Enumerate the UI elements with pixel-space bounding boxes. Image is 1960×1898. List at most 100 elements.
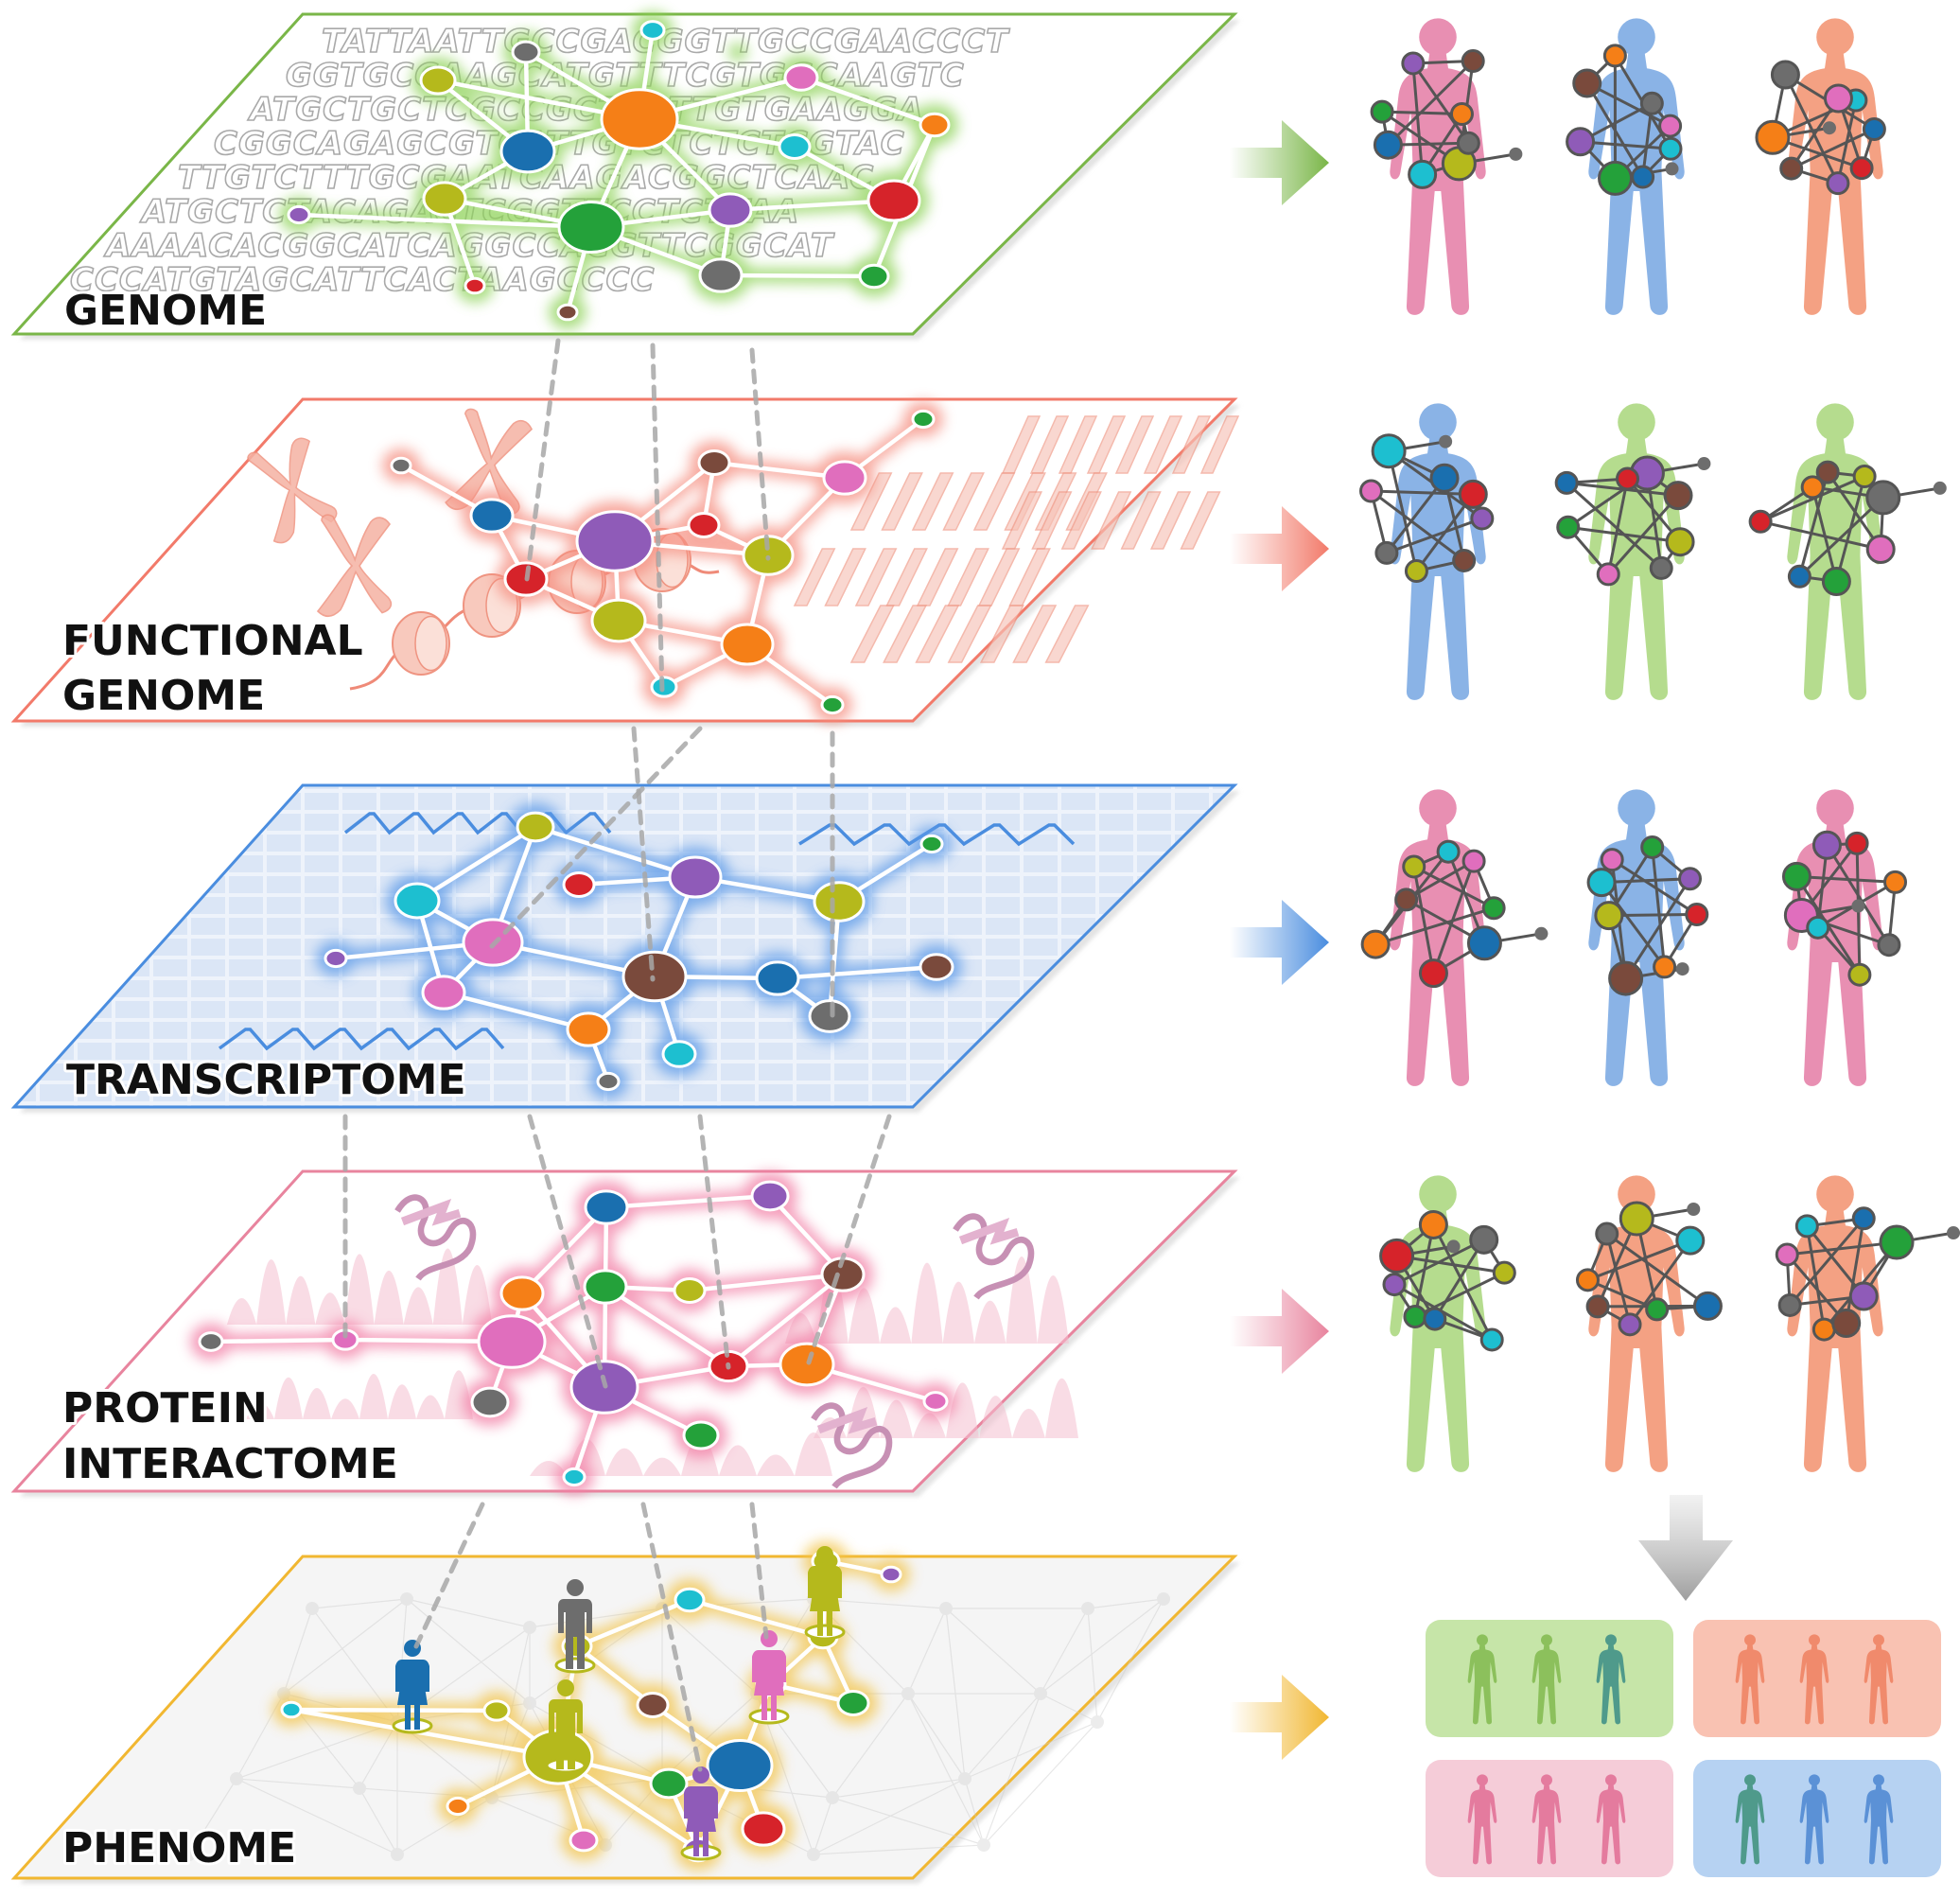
network-node-grey [198,1331,224,1352]
dna-helix-strand [885,548,928,606]
protein-ribbon-icon [953,1213,1035,1300]
inter-layer-link [806,1114,892,1365]
body-network-node-grey [1374,540,1399,565]
body-network-node-blue [1631,165,1655,189]
body-network-node-olive [1847,962,1872,987]
body-network-node-grey [1947,1226,1960,1240]
rna-wave-icon [798,823,1076,847]
body-network-node-red [1616,466,1640,491]
dna-helix-icon [849,605,1090,663]
human-body-icon-blue [1566,18,1685,315]
body-network-edge [1611,858,1698,916]
person-icon-pink [748,1630,790,1725]
body-network-edge [1600,881,1666,968]
person-icon-base [748,1708,790,1725]
network-node-brown [697,449,731,476]
human-body-icon-salmon [1775,1175,1960,1472]
network-node-orange [720,623,775,666]
chromosome-shape [247,437,338,544]
background-edge [964,1778,985,1846]
network-edge [718,272,877,279]
body-network-node-blue [1423,1307,1447,1331]
body-network-node-grey [1639,91,1664,115]
body-network-edge [1791,128,1876,170]
network-edge [208,1337,348,1344]
body-network-node-purple [1470,506,1495,531]
layer-label-genome: GENOME [64,287,267,335]
network-node-green [682,1420,720,1450]
human-body-icon-green [1554,403,1711,700]
phenotype-group-3 [1426,1760,1673,1877]
body-network-node-brown [1452,548,1477,572]
body-network-node-orange [1602,44,1627,68]
background-edge [831,1797,985,1846]
background-node [306,1602,319,1615]
background-edge [283,1608,313,1695]
dna-helix-strand [1012,605,1058,663]
network-edge [441,990,591,1032]
network-node-olive [813,881,866,923]
body-network-edge [1415,493,1475,572]
body-network-edge [1826,844,1891,946]
body-network-edge [1586,81,1671,128]
background-edge [831,1778,966,1799]
layer-label-functional-genome-line2: GENOME [62,672,265,720]
body-network [1554,455,1711,587]
network-node-glow [728,43,747,62]
dna-helix-strand [1180,491,1221,550]
right-arrow-icon-protein-interactome [1230,1289,1329,1374]
network-node-pink [922,1391,949,1412]
nucleosome-icon [392,611,450,676]
body-network-node-brown [1831,1309,1862,1339]
dna-helix-strand [1091,491,1132,550]
network-node-red [741,1811,786,1847]
dna-helix-strand [979,605,1024,663]
body-network-node-green [1645,1297,1670,1322]
person-icon-olive [545,1679,586,1774]
dna-helix-strand [942,472,985,531]
body-network-edge [1651,847,1667,968]
background-edge [283,1598,408,1695]
background-edge [983,1721,1098,1846]
body-network-node-green [1481,896,1506,921]
background-node [958,1772,971,1785]
inter-layer-link [527,1114,608,1389]
body-network-node-cyan [1794,1214,1819,1239]
network-edge [726,1272,846,1369]
nucleosome-core [414,615,447,672]
body-network-node-orange [1360,929,1391,959]
network-edge [574,1643,656,1708]
dna-helix-strand [1149,491,1192,550]
background-edge [359,1787,398,1855]
body-network [1575,1201,1723,1337]
human-body-silhouette [1588,789,1685,1086]
background-edge [236,1778,360,1789]
protein-ribbon-sheet [400,1198,462,1226]
network-node-grey [511,40,541,64]
network-node-olive [482,1699,511,1722]
body-network-node-olive [1402,854,1426,879]
layer-plane-genome [10,12,1238,336]
network-node-pink [477,1314,547,1369]
background-node [977,1838,990,1852]
dna-helix-strand [793,548,836,606]
network-node-blue [469,498,515,534]
phenotype-group-1 [1426,1620,1673,1737]
background-node [1091,1715,1104,1729]
body-network-node-grey [1649,555,1673,580]
network-node-brown [556,303,579,322]
body-network-node-grey [1770,60,1800,90]
background-node [826,1791,839,1804]
network-node-cyan [674,1587,706,1613]
body-network-node-blue [1692,1291,1723,1321]
network-node-orange [499,1275,545,1311]
network-node-cyan [394,882,441,920]
background-edge [188,1778,237,1855]
background-edge [983,1693,1041,1846]
background-edge [406,1598,531,1628]
body-network-node-grey [1456,131,1480,155]
dna-helix-icon [793,548,1051,606]
background-edge [1087,1608,1098,1723]
background-edge [964,1693,1041,1780]
network-node-pink [421,975,466,1011]
